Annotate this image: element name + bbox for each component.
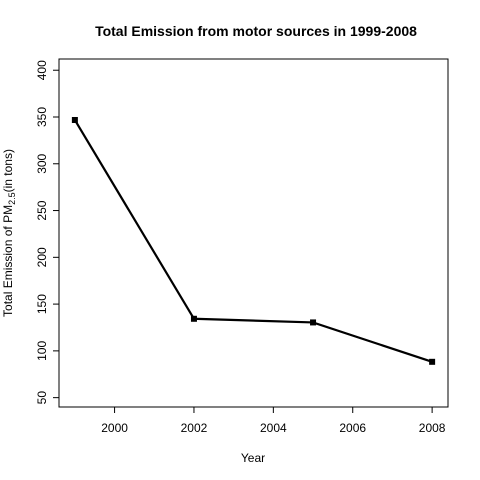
x-axis: 2000 2002 2004 2006 2008 — [101, 407, 446, 435]
data-point — [310, 319, 317, 326]
y-tick-label: 250 — [35, 200, 49, 220]
x-tick-label: 2000 — [101, 421, 128, 435]
y-tick-label: 100 — [35, 341, 49, 361]
y-tick-label: 50 — [35, 391, 49, 405]
x-tick-label: 2008 — [419, 421, 446, 435]
plot-frame — [58, 58, 449, 408]
y-tick-label: 350 — [35, 107, 49, 127]
y-axis-label-subscript: 2.5 — [7, 192, 17, 205]
series-layer — [71, 116, 436, 365]
y-axis-label-tail: (in tons) — [1, 149, 15, 192]
series-line — [73, 119, 433, 363]
y-tick-label: 150 — [35, 294, 49, 314]
x-tick-label: 2006 — [339, 421, 366, 435]
y-axis-label: Total Emission of PM2.5(in tons) — [1, 149, 17, 317]
chart-title: Total Emission from motor sources in 199… — [95, 23, 417, 39]
y-tick-label: 400 — [35, 60, 49, 80]
data-point — [71, 116, 78, 123]
data-point — [190, 315, 197, 322]
data-point — [429, 358, 436, 365]
y-tick-label: 300 — [35, 153, 49, 173]
x-tick-label: 2002 — [181, 421, 208, 435]
y-tick-label: 200 — [35, 247, 49, 267]
x-tick-label: 2004 — [260, 421, 287, 435]
y-axis: 50 100 150 200 250 300 350 400 — [35, 60, 59, 404]
x-axis-label: Year — [241, 451, 265, 465]
y-axis-label-main: Total Emission of PM — [1, 205, 15, 317]
